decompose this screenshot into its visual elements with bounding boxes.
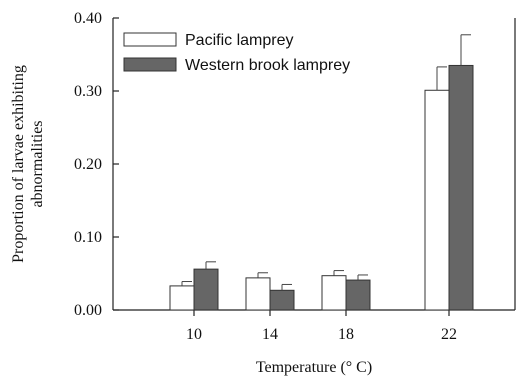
legend: Pacific lamprey Western brook lamprey <box>123 32 350 74</box>
legend-label-pacific: Pacific lamprey <box>185 32 293 49</box>
y-ticks: 0.00 0.10 0.20 0.30 0.40 <box>74 10 119 319</box>
y-axis-title-line-2: abnormalities <box>29 120 46 207</box>
bar-western-brook-lamprey <box>269 289 295 311</box>
bar-western-brook-lamprey <box>448 64 474 311</box>
y-tick-label: 0.10 <box>74 229 102 246</box>
x-axis-title: Temperature (° C) <box>256 359 372 376</box>
x-ticks: 10 14 18 22 <box>186 310 457 343</box>
legend-swatch-pacific <box>123 32 177 47</box>
x-tick-label: 18 <box>338 326 354 343</box>
bar-western-brook-lamprey <box>193 268 219 311</box>
y-tick-label: 0.30 <box>74 83 102 100</box>
y-axis-title-line-1: Proportion of larvae exhibiting <box>10 65 27 263</box>
bar-pacific-lamprey <box>321 275 347 311</box>
error-bars <box>181 34 471 291</box>
legend-swatch-western <box>123 57 177 72</box>
y-tick-label: 0.40 <box>74 10 102 27</box>
x-tick-label: 22 <box>441 326 457 343</box>
bar-western-brook-lamprey <box>345 279 371 311</box>
bars <box>169 64 474 311</box>
x-tick-label: 10 <box>186 326 202 343</box>
legend-label-western: Western brook lamprey <box>185 57 350 74</box>
x-tick-label: 14 <box>262 326 278 343</box>
bar-pacific-lamprey <box>245 277 271 311</box>
y-tick-label: 0.00 <box>74 302 102 319</box>
y-tick-label: 0.20 <box>74 156 102 173</box>
bar-pacific-lamprey <box>169 285 195 311</box>
bar-pacific-lamprey <box>424 89 450 311</box>
